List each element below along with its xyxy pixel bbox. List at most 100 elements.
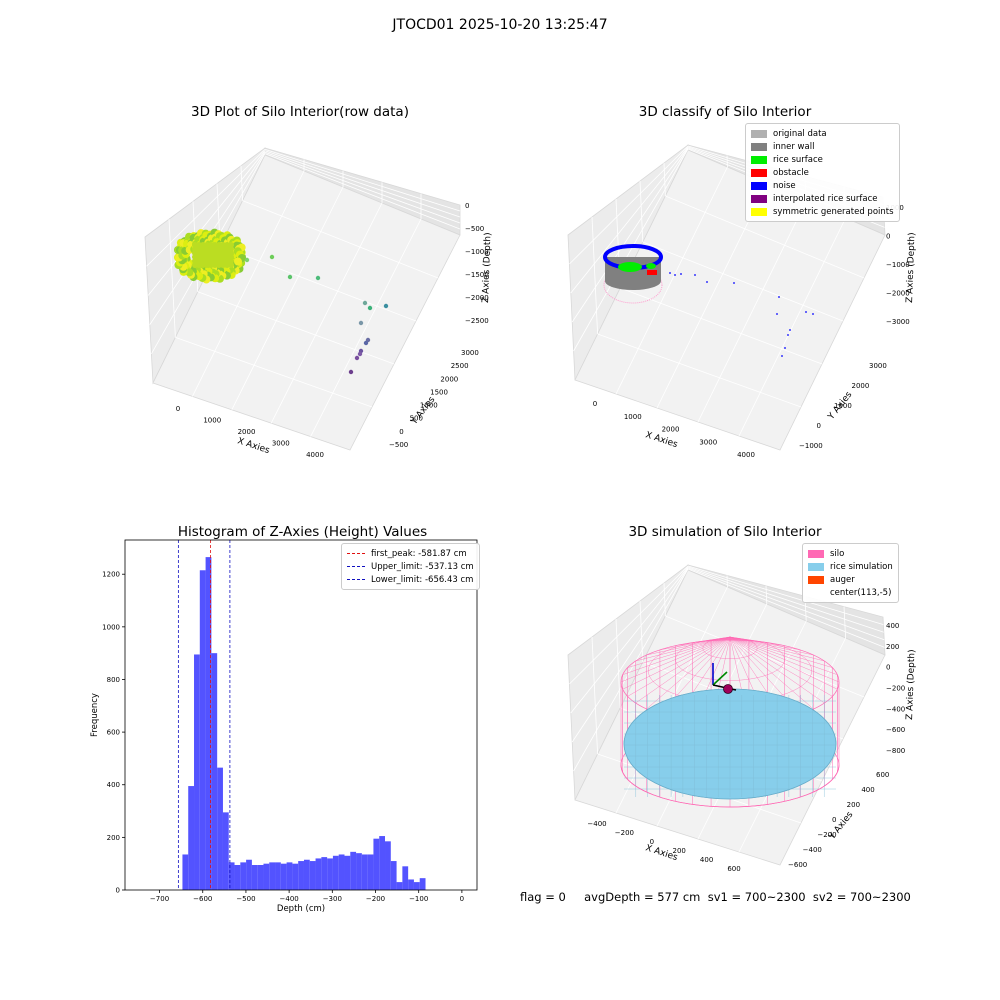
histogram-bar [199, 570, 206, 890]
grid-line [639, 180, 644, 243]
x_ticks-tick-label: 2000 [238, 428, 256, 436]
histogram-bar [344, 855, 351, 890]
grid-line [231, 186, 344, 410]
x-tick-label: −300 [323, 895, 342, 903]
grid-line [697, 200, 807, 423]
x_ticks-tick-label: −200 [615, 829, 634, 837]
legend-item: rice surface [751, 153, 894, 166]
y_ticks-tick-label: 200 [847, 801, 860, 809]
legend-swatch [808, 575, 824, 584]
noise-point [787, 334, 789, 336]
legend-swatch [347, 553, 365, 554]
chart3-histogram: −700 −600 −500 −400 −300 −200 −100 0 0 200 400 600 8… [90, 539, 478, 914]
x_ticks-tick-label: 0 [176, 405, 180, 413]
interpolated-ring [603, 266, 663, 304]
data-point [233, 257, 242, 266]
chart4-title: 3D simulation of Silo Interior [628, 524, 822, 540]
x_ticks-tick-label: 3000 [699, 438, 717, 446]
grid-line [843, 606, 846, 639]
grid-line [220, 245, 417, 322]
chart3-vlines [177, 540, 231, 890]
legend-swatch [751, 168, 767, 177]
chart3-title: Histogram of Z-Axies (Height) Values [177, 524, 428, 540]
histogram-bar [275, 862, 281, 890]
histogram-bar [361, 854, 368, 890]
histogram-bar [402, 866, 409, 890]
outlier-point [362, 300, 368, 306]
legend-label: obstacle [773, 167, 809, 178]
grid-line [573, 568, 689, 772]
legend-swatch [751, 207, 767, 216]
histogram-bar [217, 767, 223, 890]
legend-item: center(113,-5) [808, 586, 893, 599]
y_ticks-tick-label: −1000 [799, 442, 823, 450]
y_ticks-tick-label: −500 [389, 441, 408, 449]
y-tick-label: 400 [107, 781, 120, 789]
y_ticks-tick-label: 3000 [461, 349, 479, 357]
noise-point [778, 296, 780, 298]
y_ticks-tick-label: 3000 [869, 362, 887, 370]
legend-item: auger [808, 573, 893, 586]
chart1-axes-box [144, 147, 461, 451]
legend-item: symmetric generated points [751, 205, 894, 218]
legend-label: silo [830, 548, 845, 559]
histogram-bar [246, 859, 252, 890]
chart2-legend: original data inner wall rice surface obsta… [745, 123, 900, 222]
noise-point [781, 355, 783, 357]
grid-line [738, 217, 846, 437]
histogram-bar [332, 855, 339, 890]
legend-swatch [751, 129, 767, 138]
y_ticks-tick-label: 2000 [440, 375, 458, 383]
x_ticks-tick-label: −400 [587, 820, 606, 828]
figure-suptitle: JTOCD01 2025-10-20 13:25:47 [392, 17, 608, 33]
chart3-xlabel: Depth (cm) [277, 904, 325, 914]
histogram-bar [182, 854, 189, 890]
plot-frame [124, 539, 478, 891]
rice-surface-patch [618, 262, 642, 272]
grid-line [663, 582, 666, 617]
legend-swatch [808, 549, 824, 558]
chart1-xlabel: X Axies [236, 436, 271, 456]
chart3-bars [182, 557, 426, 890]
legend-swatch [808, 589, 824, 597]
histogram-bar [315, 858, 322, 890]
y_ticks-tick-label: 0 [399, 428, 403, 436]
chart1-ylabel: Y Axies [409, 395, 438, 428]
legend-label: noise [773, 180, 796, 191]
grid-line [270, 202, 383, 424]
y_ticks-tick-label: 2000 [852, 382, 870, 390]
chart2-title: 3D classify of Silo Interior [638, 104, 812, 120]
y_ticks-tick-label: −200 [817, 831, 836, 839]
legend-label: inner wall [773, 141, 815, 152]
histogram-bar [298, 861, 304, 890]
z_ticks-tick-label: 0 [886, 664, 890, 672]
histogram-bar [251, 865, 258, 890]
histogram-bar [286, 862, 293, 890]
z_ticks-tick-label: −2000 [886, 290, 910, 298]
histogram-bar [240, 862, 247, 890]
pane-floor [152, 154, 461, 451]
auger-marker [723, 684, 733, 694]
legend-label: rice surface [773, 154, 823, 165]
histogram-bar [257, 865, 264, 890]
grid-line [687, 567, 885, 641]
y-tick-label: 800 [107, 676, 120, 684]
histogram-bar [385, 841, 391, 890]
legend-label: original data [773, 128, 827, 139]
z_ticks-tick-label: −800 [886, 747, 905, 755]
x_ticks-tick-label: 600 [727, 865, 740, 873]
grid-line [765, 585, 768, 605]
legend-item: obstacle [751, 166, 894, 179]
y_ticks-tick-label: 500 [410, 415, 423, 423]
legend-item: interpolated rice surface [751, 192, 894, 205]
grid-line [240, 165, 243, 201]
x-tick-label: −400 [280, 895, 299, 903]
grid-line [175, 337, 373, 408]
histogram-bar [211, 653, 218, 890]
grid-line [264, 149, 461, 212]
chart4-silo-and-rice [620, 636, 840, 808]
outlier-point [348, 369, 354, 375]
legend-item: noise [751, 179, 894, 192]
noise-point [784, 347, 786, 349]
z_ticks-tick-label: −1500 [465, 271, 489, 279]
